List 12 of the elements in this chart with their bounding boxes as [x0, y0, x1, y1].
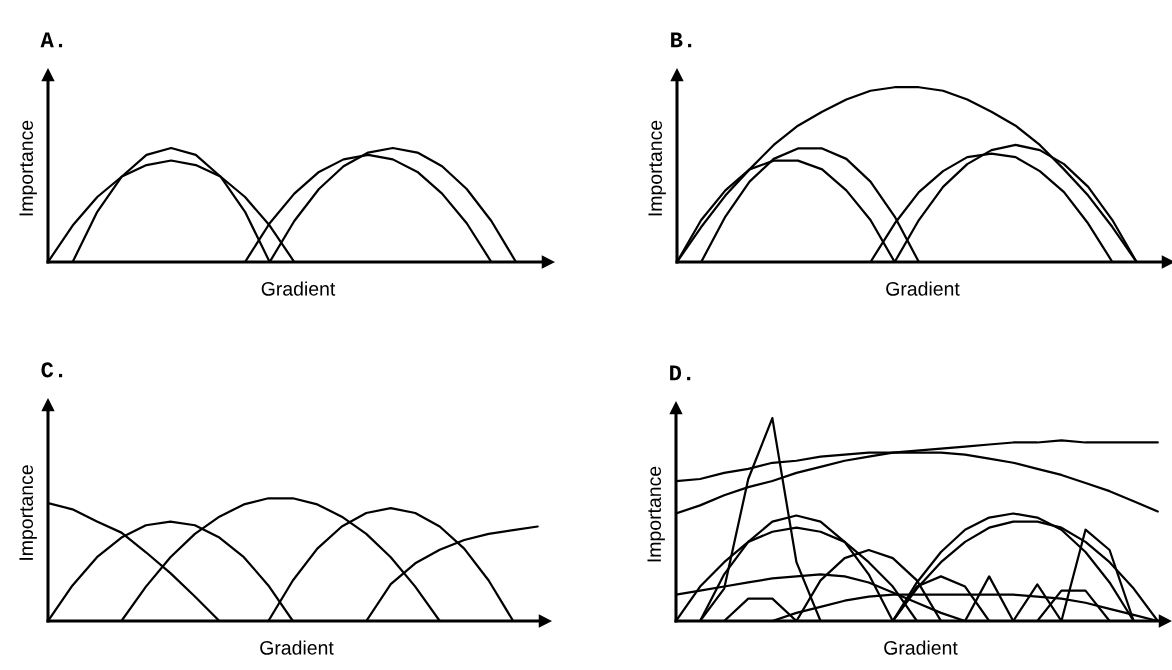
y-axis-title: Importance: [647, 466, 665, 562]
x-axis-title: Gradient: [260, 640, 334, 655]
y-axis-title: Importance: [19, 120, 37, 216]
chart-title: C.: [41, 362, 63, 378]
chart-title: A.: [40, 32, 63, 48]
x-axis-title: Gradient: [886, 281, 960, 296]
y-axis-title: Importance: [19, 465, 37, 560]
x-axis-title: Gradient: [261, 281, 336, 296]
x-axis-title: Gradient: [884, 640, 958, 655]
chart-title: D.: [670, 365, 691, 381]
y-axis-title: Importance: [648, 120, 666, 216]
chart-title: B.: [671, 32, 692, 48]
